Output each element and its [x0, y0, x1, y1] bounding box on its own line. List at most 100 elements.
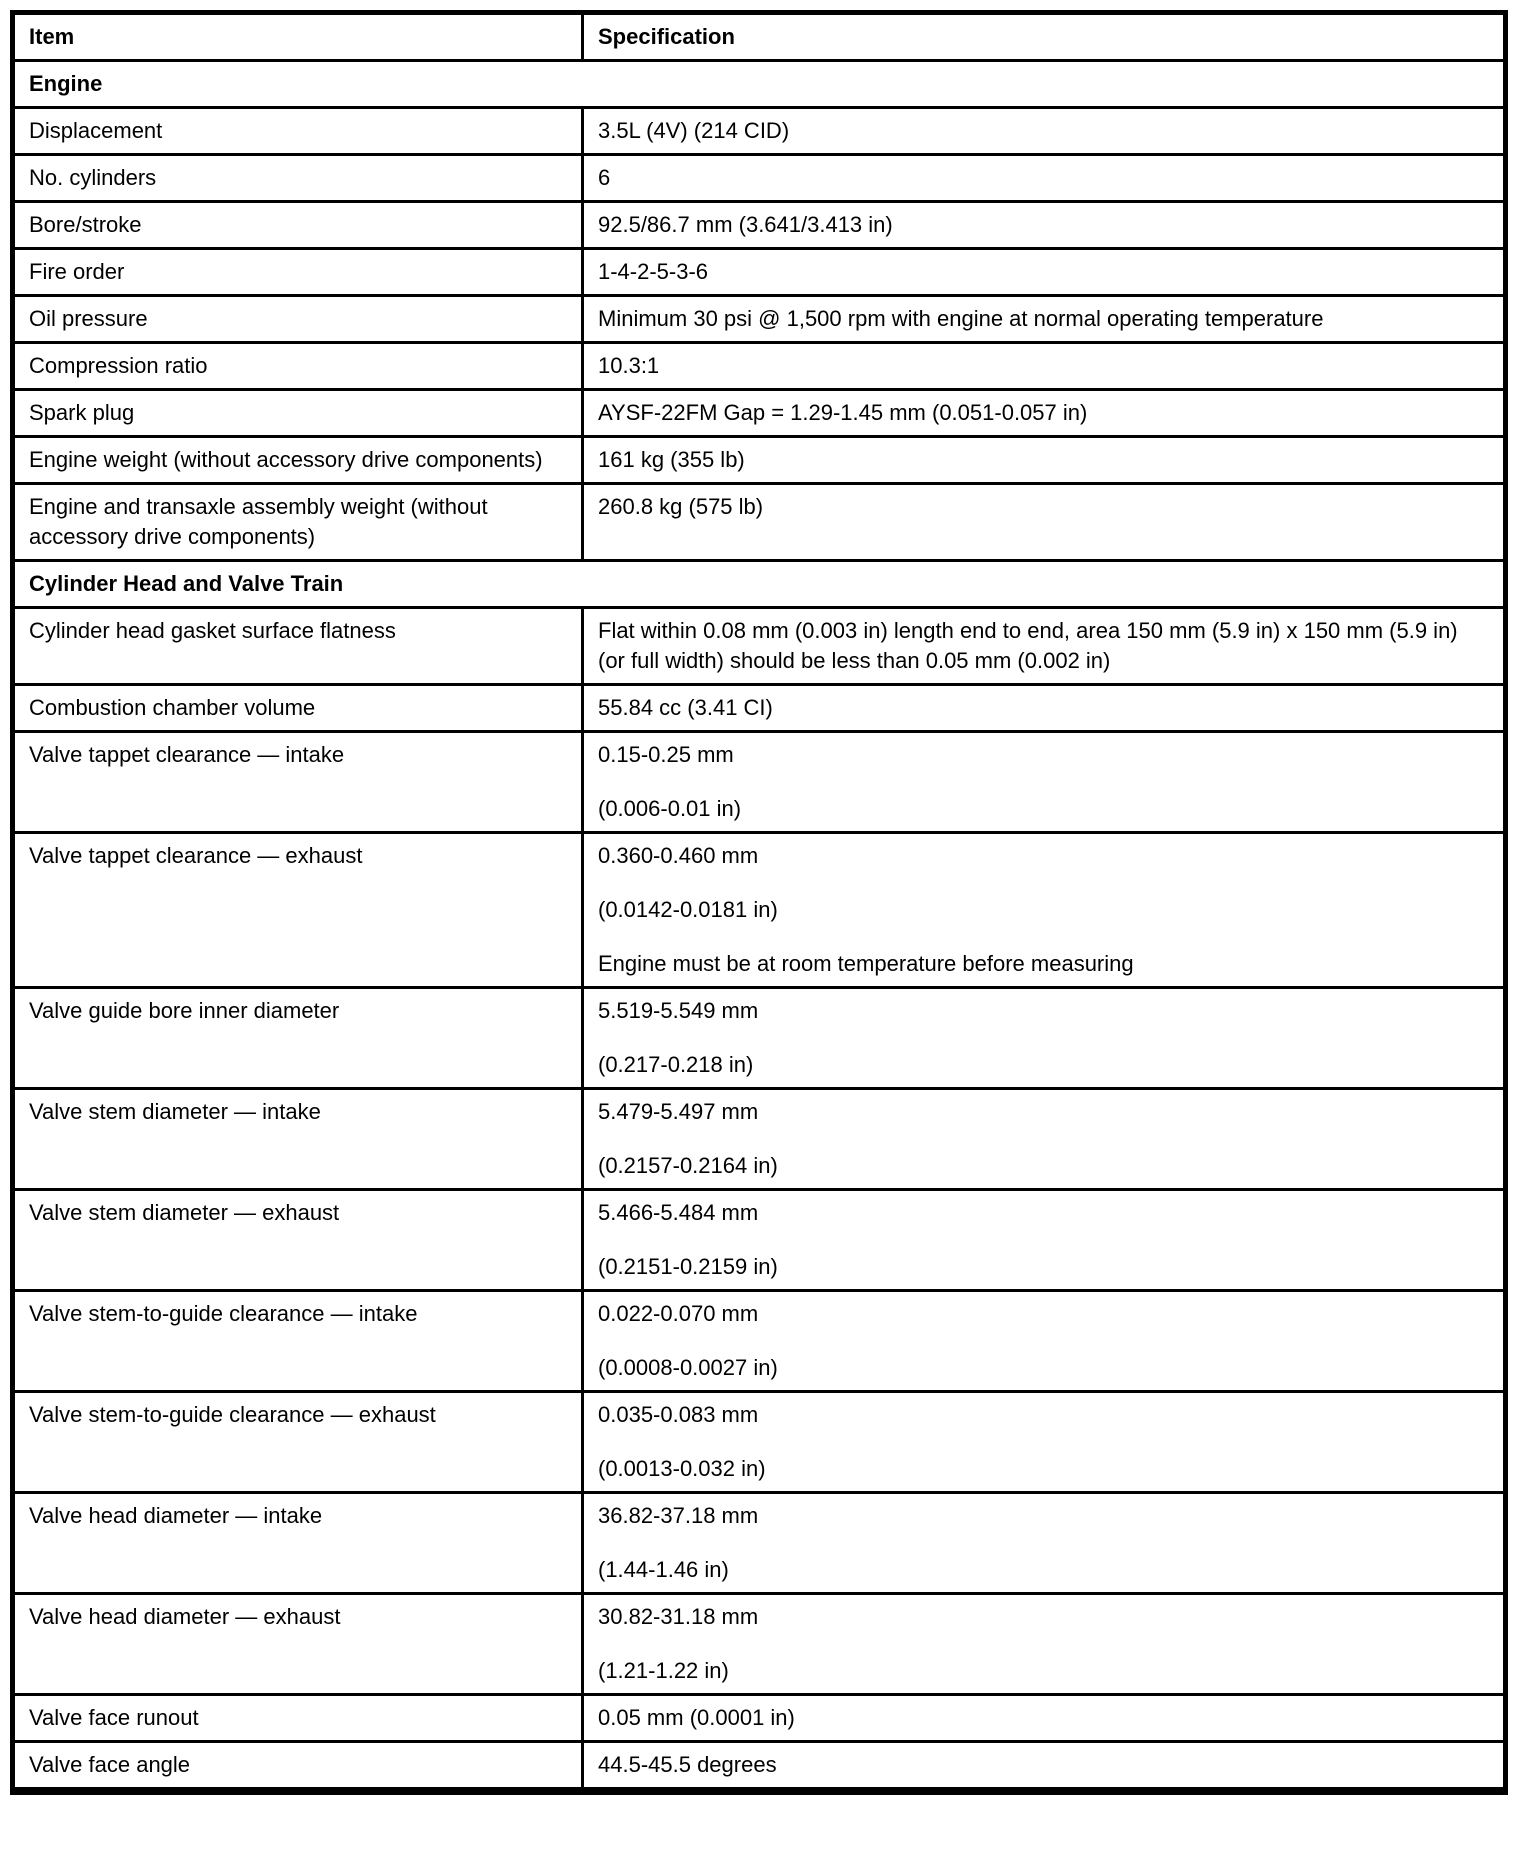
spec-paragraph: 55.84 cc (3.41 CI)	[598, 695, 773, 720]
item-cell: No. cylinders	[11, 153, 584, 203]
spec-paragraph: 0.360-0.460 mm	[598, 843, 759, 868]
spec-row: Valve stem diameter — exhaust 5.466-5.484…	[11, 1188, 1507, 1292]
item-cell: Fire order	[11, 247, 584, 297]
item-label: Engine weight (without accessory drive c…	[29, 447, 543, 472]
spec-cell: 10.3:1	[581, 341, 1507, 391]
item-cell: Valve stem diameter — intake	[11, 1087, 584, 1191]
spec-cell: 0.05 mm (0.0001 in)	[581, 1693, 1507, 1743]
item-cell: Valve stem diameter — exhaust	[11, 1188, 584, 1292]
spec-cell: 1-4-2-5-3-6	[581, 247, 1507, 297]
item-label: Valve guide bore inner diameter	[29, 998, 340, 1023]
spec-cell: 0.022-0.070 mm (0.0008-0.0027 in)	[581, 1289, 1507, 1393]
spec-paragraph: 44.5-45.5 degrees	[598, 1752, 777, 1777]
item-cell: Valve head diameter — exhaust	[11, 1592, 584, 1696]
spec-row: Cylinder head gasket surface flatness Fla…	[11, 606, 1507, 686]
spec-paragraph: Engine must be at room temperature befor…	[598, 951, 1134, 976]
spec-row: Valve stem-to-guide clearance — exhaust 0…	[11, 1390, 1507, 1494]
item-cell: Compression ratio	[11, 341, 584, 391]
item-label: Valve face runout	[29, 1705, 199, 1730]
spec-paragraph: (0.0008-0.0027 in)	[598, 1355, 778, 1380]
item-cell: Valve tappet clearance — exhaust	[11, 831, 584, 989]
item-label: Bore/stroke	[29, 212, 142, 237]
spec-row: Valve tappet clearance — intake 0.15-0.25…	[11, 730, 1507, 834]
spec-paragraph: 30.82-31.18 mm	[598, 1604, 759, 1629]
table-header-row: Item Specification	[11, 11, 1507, 62]
spec-paragraph: 0.022-0.070 mm	[598, 1301, 759, 1326]
item-label: Valve stem-to-guide clearance — exhaust	[29, 1402, 436, 1427]
spec-cell: 5.479-5.497 mm (0.2157-0.2164 in)	[581, 1087, 1507, 1191]
item-label: No. cylinders	[29, 165, 157, 190]
item-label: Compression ratio	[29, 353, 208, 378]
spec-row: Oil pressure Minimum 30 psi @ 1,500 rpm w…	[11, 294, 1507, 344]
item-label: Engine and transaxle assembly weight (wi…	[29, 494, 488, 549]
spec-paragraph: (0.0013-0.032 in)	[598, 1456, 766, 1481]
item-label: Valve stem diameter — intake	[29, 1099, 321, 1124]
spec-row: Valve head diameter — exhaust 30.82-31.18…	[11, 1592, 1507, 1696]
item-label: Displacement	[29, 118, 163, 143]
item-cell: Engine and transaxle assembly weight (wi…	[11, 482, 584, 562]
spec-paragraph: 5.466-5.484 mm	[598, 1200, 759, 1225]
section-title: Engine	[11, 59, 1507, 109]
spec-row: Compression ratio 10.3:1	[11, 341, 1507, 391]
item-label: Valve tappet clearance — exhaust	[29, 843, 363, 868]
spec-paragraph: 1-4-2-5-3-6	[598, 259, 709, 284]
spec-paragraph: (1.44-1.46 in)	[598, 1557, 729, 1582]
item-cell: Engine weight (without accessory drive c…	[11, 435, 584, 485]
spec-row: Valve head diameter — intake 36.82-37.18 …	[11, 1491, 1507, 1595]
spec-paragraph: 36.82-37.18 mm	[598, 1503, 759, 1528]
section-title: Cylinder Head and Valve Train	[11, 559, 1507, 609]
spec-cell: Minimum 30 psi @ 1,500 rpm with engine a…	[581, 294, 1507, 344]
spec-paragraph: (0.0142-0.0181 in)	[598, 897, 778, 922]
item-cell: Spark plug	[11, 388, 584, 438]
table-body: Engine Displacement 3.5L (4V) (214 CID) No.…	[11, 59, 1507, 1793]
spec-cell: 5.519-5.549 mm (0.217-0.218 in)	[581, 986, 1507, 1090]
spec-row: Valve face angle 44.5-45.5 degrees	[11, 1740, 1507, 1793]
spec-paragraph: 10.3:1	[598, 353, 660, 378]
spec-paragraph: Minimum 30 psi @ 1,500 rpm with engine a…	[598, 306, 1324, 331]
spec-paragraph: 161 kg (355 lb)	[598, 447, 745, 472]
item-cell: Valve face angle	[11, 1740, 584, 1793]
spec-cell: 0.360-0.460 mm (0.0142-0.0181 in) Engine m…	[581, 831, 1507, 989]
item-label: Valve head diameter — intake	[29, 1503, 323, 1528]
specifications-table: Item Specification Engine Displacement 3.5…	[10, 10, 1508, 1795]
item-cell: Valve face runout	[11, 1693, 584, 1743]
spec-row: Valve stem diameter — intake 5.479-5.497 …	[11, 1087, 1507, 1191]
item-label: Valve stem-to-guide clearance — intake	[29, 1301, 418, 1326]
spec-cell: 44.5-45.5 degrees	[581, 1740, 1507, 1793]
spec-row: Valve tappet clearance — exhaust 0.360-0.…	[11, 831, 1507, 989]
column-header-item: Item	[11, 11, 584, 62]
spec-cell: 260.8 kg (575 lb)	[581, 482, 1507, 562]
spec-row: Bore/stroke 92.5/86.7 mm (3.641/3.413 in)	[11, 200, 1507, 250]
item-cell: Oil pressure	[11, 294, 584, 344]
item-label: Valve tappet clearance — intake	[29, 742, 345, 767]
spec-cell: 92.5/86.7 mm (3.641/3.413 in)	[581, 200, 1507, 250]
spec-row: Valve guide bore inner diameter 5.519-5.5…	[11, 986, 1507, 1090]
item-cell: Bore/stroke	[11, 200, 584, 250]
spec-cell: Flat within 0.08 mm (0.003 in) length en…	[581, 606, 1507, 686]
table-header: Item Specification	[11, 11, 1507, 62]
spec-row: Displacement 3.5L (4V) (214 CID)	[11, 106, 1507, 156]
spec-paragraph: 260.8 kg (575 lb)	[598, 494, 764, 519]
spec-cell: 0.15-0.25 mm (0.006-0.01 in)	[581, 730, 1507, 834]
item-label: Cylinder head gasket surface flatness	[29, 618, 396, 643]
item-cell: Valve stem-to-guide clearance — exhaust	[11, 1390, 584, 1494]
spec-cell: 161 kg (355 lb)	[581, 435, 1507, 485]
item-cell: Valve guide bore inner diameter	[11, 986, 584, 1090]
item-cell: Combustion chamber volume	[11, 683, 584, 733]
item-label: Combustion chamber volume	[29, 695, 316, 720]
spec-paragraph: 0.035-0.083 mm	[598, 1402, 759, 1427]
item-label: Spark plug	[29, 400, 135, 425]
item-label: Valve head diameter — exhaust	[29, 1604, 341, 1629]
spec-cell: 5.466-5.484 mm (0.2151-0.2159 in)	[581, 1188, 1507, 1292]
section-header-row: Cylinder Head and Valve Train	[11, 559, 1507, 609]
item-cell: Cylinder head gasket surface flatness	[11, 606, 584, 686]
spec-row: Valve stem-to-guide clearance — intake 0.…	[11, 1289, 1507, 1393]
spec-cell: 36.82-37.18 mm (1.44-1.46 in)	[581, 1491, 1507, 1595]
item-cell: Valve stem-to-guide clearance — intake	[11, 1289, 584, 1393]
spec-cell: 0.035-0.083 mm (0.0013-0.032 in)	[581, 1390, 1507, 1494]
section-header-row: Engine	[11, 59, 1507, 109]
spec-paragraph: (0.006-0.01 in)	[598, 796, 742, 821]
spec-cell: 55.84 cc (3.41 CI)	[581, 683, 1507, 733]
spec-row: Combustion chamber volume 55.84 cc (3.41 …	[11, 683, 1507, 733]
